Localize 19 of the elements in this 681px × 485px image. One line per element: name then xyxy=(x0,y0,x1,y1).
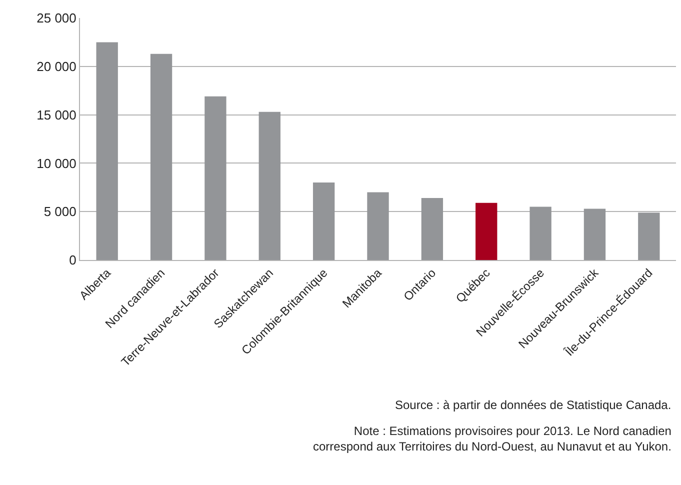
y-tick-label: 20 000 xyxy=(36,58,76,74)
y-tick-label: 25 000 xyxy=(36,10,76,26)
bar xyxy=(204,96,226,260)
bar xyxy=(638,212,660,260)
bar xyxy=(258,112,280,260)
y-tick-label: 15 000 xyxy=(36,107,76,122)
bar xyxy=(421,198,444,260)
bar xyxy=(476,202,498,260)
bar xyxy=(96,42,118,260)
y-tick-label: 10 000 xyxy=(36,156,76,171)
bar xyxy=(584,208,606,260)
y-tick-label: 0 xyxy=(69,252,76,268)
bar xyxy=(312,182,335,260)
source-note: Source : à partir de données de Statistique Canada. xyxy=(395,398,672,412)
bar xyxy=(530,206,552,260)
y-tick-label: 5 000 xyxy=(44,204,76,220)
bar xyxy=(150,54,172,260)
bar xyxy=(367,192,389,260)
text: Note : Estimations provisoires pour 2013. Le Nord canadien correspond aux Territoires du Nord-Ouest, au Nunavut et au Yukon. xyxy=(313,424,672,454)
